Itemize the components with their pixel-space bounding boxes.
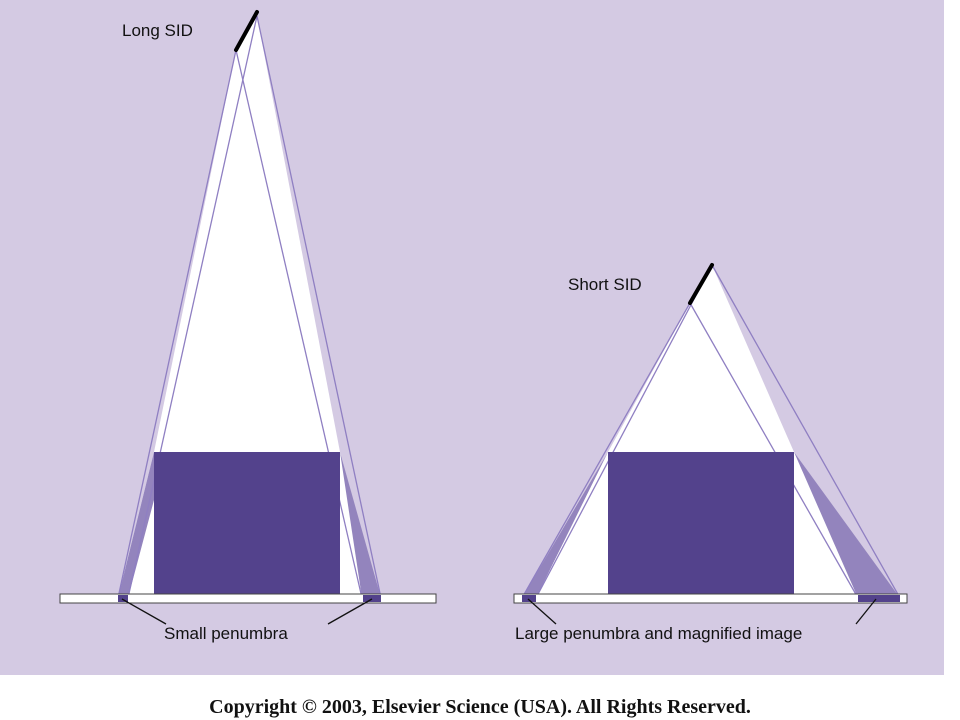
small-penumbra-label: Small penumbra <box>164 624 288 643</box>
long-receptor-penumbra-right <box>363 595 381 602</box>
short-receptor-penumbra-right <box>858 595 900 602</box>
long-rays <box>117 15 382 599</box>
short-leader-lines <box>527 598 877 625</box>
long-focal-spot-icon <box>234 10 259 52</box>
short-penumbra-right <box>794 452 900 598</box>
short-rays <box>521 264 901 599</box>
long-receptor-penumbra-left <box>118 595 128 602</box>
long-sid-setup <box>59 10 437 625</box>
long-object <box>154 452 340 594</box>
long-penumbra-right <box>340 452 381 598</box>
short-sid-setup <box>513 263 908 625</box>
long-beam-cone <box>154 16 340 452</box>
short-sid-label: Short SID <box>568 275 642 294</box>
long-leader-lines <box>121 598 373 625</box>
panel-edge <box>944 0 960 675</box>
copyright-notice: Copyright © 2003, Elsevier Science (USA)… <box>209 696 751 718</box>
long-image-receptor <box>59 593 437 604</box>
long-penumbra-left <box>118 452 154 598</box>
short-focal-spot-icon <box>688 263 714 305</box>
short-receptor-penumbra-left <box>522 595 536 602</box>
large-penumbra-label: Large penumbra and magnified image <box>515 624 802 643</box>
short-object <box>608 452 794 594</box>
long-sid-label: Long SID <box>122 21 193 40</box>
short-image-receptor <box>513 593 908 604</box>
